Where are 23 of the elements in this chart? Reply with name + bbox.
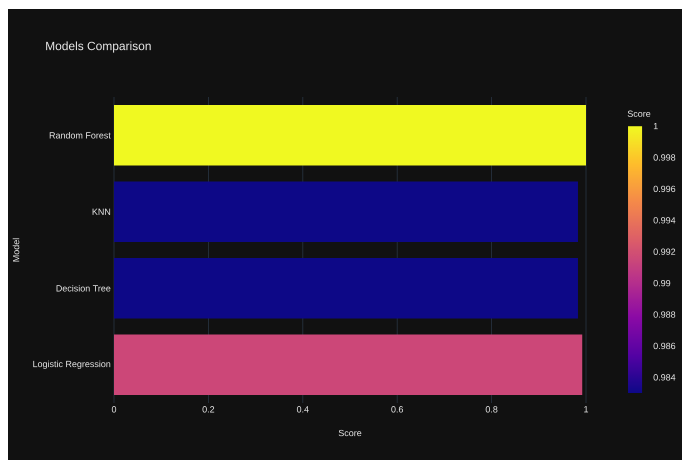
- x-tick-label: 0.4: [296, 406, 309, 413]
- color-bar-label: 1: [654, 122, 658, 130]
- color-bar-label: 0.986: [654, 342, 676, 350]
- color-bar-label: 0.988: [654, 311, 676, 318]
- color-bar-label: 0.998: [654, 154, 676, 161]
- color-bar-label: 0.984: [654, 374, 676, 381]
- y-axis-title: Model: [12, 238, 20, 262]
- x-axis-title: Score: [338, 430, 362, 436]
- y-tick-label: KNN: [92, 208, 110, 215]
- x-tick-label: 0.2: [202, 406, 214, 413]
- color-bar-label: 0.996: [654, 186, 676, 192]
- y-tick-label: Logistic Regression: [33, 360, 110, 369]
- color-bar-label: 0.99: [654, 280, 670, 286]
- color-bar-title: Score: [628, 110, 650, 117]
- y-tick-label: Decision Tree: [56, 284, 110, 292]
- x-tick-label: 0.6: [391, 406, 404, 413]
- chart-title: Models Comparison: [46, 41, 151, 53]
- color-bar-label: 0.994: [654, 217, 676, 224]
- x-tick-label: 1: [584, 406, 588, 412]
- x-tick-label: 0.8: [486, 406, 498, 413]
- x-tick-label: 0: [112, 406, 116, 413]
- y-tick-label: Random Forest: [50, 132, 111, 139]
- color-bar-label: 0.992: [654, 248, 676, 255]
